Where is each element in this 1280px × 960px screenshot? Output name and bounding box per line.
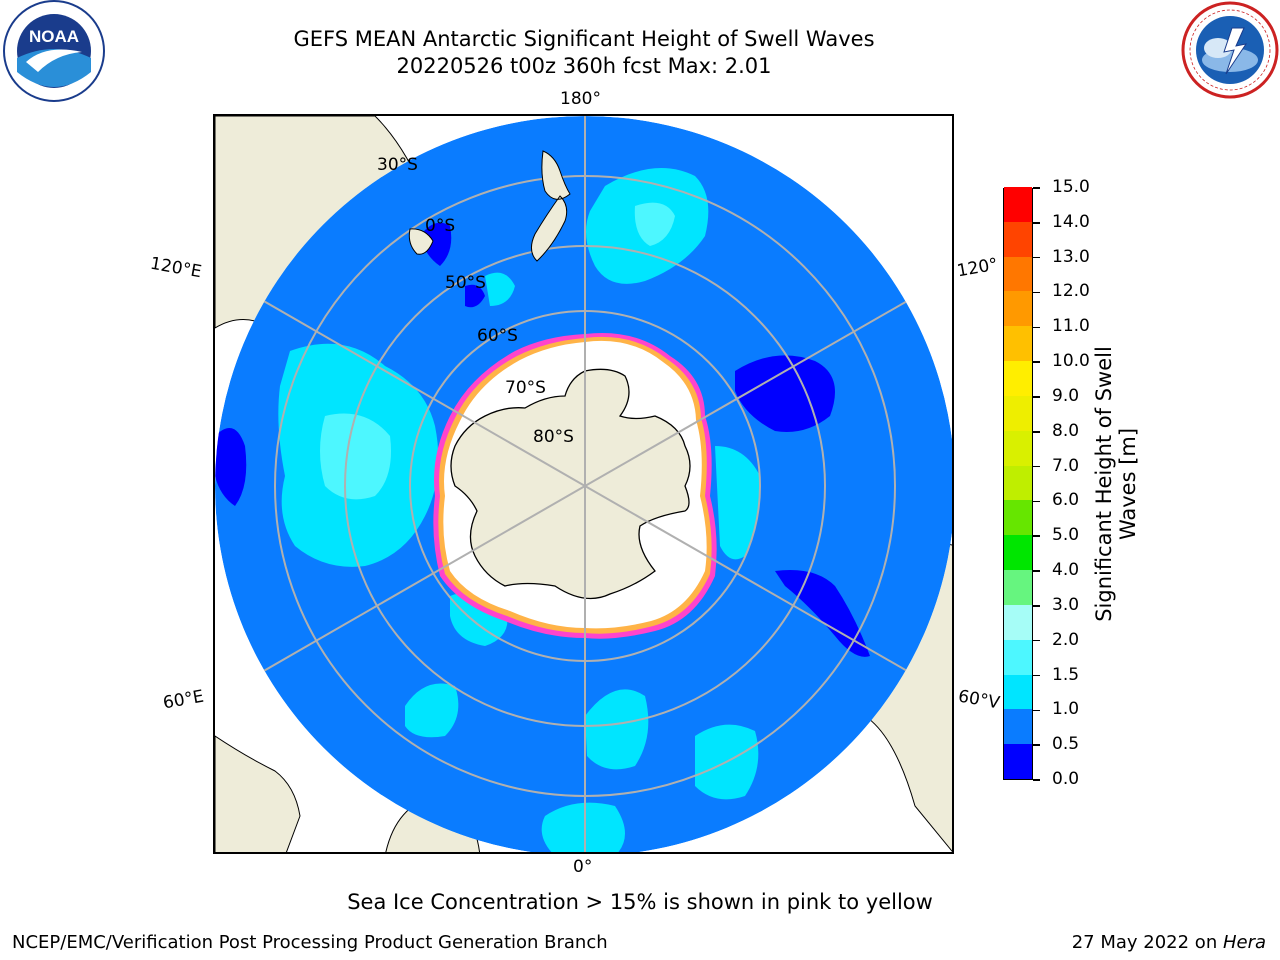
lon-label-120e: 120°E [148,253,204,283]
colorbar-tick-mark [1033,326,1040,329]
colorbar-tick-label: 11.0 [1052,316,1090,337]
colorbar-tick-label: 7.0 [1052,455,1080,476]
colorbar-tick-label: 10.0 [1052,351,1090,372]
colorbar-label-line1: Significant Height of Swell [1092,346,1116,622]
colorbar-tick-mark [1033,256,1040,259]
colorbar-tick-mark [1033,361,1040,363]
colorbar-bin [1004,290,1032,327]
colorbar-tick-mark [1033,187,1040,189]
colorbar-bin [1004,430,1032,466]
colorbar-tick-label: 5.0 [1052,525,1080,546]
colorbar-bin [1004,499,1032,536]
colorbar-tick-mark [1033,639,1040,642]
lon-label-60e: 60°E [161,686,206,714]
sea-ice-caption: Sea Ice Concentration > 15% is shown in … [347,890,933,914]
colorbar-tick-label: 13.0 [1052,246,1090,267]
colorbar-tick-label: 12.0 [1052,281,1090,302]
colorbar-bin [1004,534,1032,571]
colorbar-bin [1004,395,1032,431]
chart-subtitle: 20220526 t00z 360h fcst Max: 2.01 [396,54,772,78]
colorbar-bin [1004,569,1032,605]
map-canvas: 30°S 0°S 50°S 60°S 70°S 80°S [215,116,952,852]
footer-date: 27 May 2022 on Hera [1072,932,1266,953]
colorbar-tick-label: 15.0 [1052,177,1090,197]
lon-label-120w: 120° [955,254,1000,282]
lon-label-0: 0° [573,857,593,877]
colorbar-tick-label: 1.5 [1052,664,1080,685]
colorbar-bin [1004,674,1032,710]
lat-label-70s: 70°S [505,378,546,398]
colorbar-tick-label: 1.0 [1052,699,1080,720]
lat-label-40s: 0°S [425,216,455,236]
colorbar-tick-label: 0.5 [1052,734,1080,755]
colorbar-tick-label: 8.0 [1052,420,1080,441]
colorbar-tick-mark [1033,744,1040,746]
new-zealand [531,150,571,262]
antarctica [450,368,691,600]
colorbar-tick-mark [1033,674,1040,677]
colorbar-bin [1004,360,1032,396]
polar-map: 30°S 0°S 50°S 60°S 70°S 80°S [213,114,954,854]
colorbar-tick-mark [1033,605,1040,607]
colorbar-tick-mark [1033,570,1040,572]
colorbar-bin [1004,639,1032,675]
footer-date-text: 27 May 2022 on [1071,932,1223,953]
colorbar-bin [1004,708,1032,745]
chart-title: GEFS MEAN Antarctic Significant Height o… [293,27,875,51]
colorbar-tick-label: 0.0 [1052,769,1080,789]
lon-label-180: 180° [560,89,601,109]
svg-text:NOAA: NOAA [29,27,79,46]
colorbar-bin [1004,221,1032,257]
lat-label-60s: 60°S [477,326,518,346]
colorbar-bin [1004,743,1032,779]
lon-label-60w: 60°V [956,686,1002,714]
lat-label-80s: 80°S [533,427,574,447]
colorbar-tick-label: 2.0 [1052,629,1080,650]
colorbar-tick-mark [1033,535,1040,537]
colorbar-bin [1004,325,1032,362]
colorbar-bin [1004,256,1032,292]
tasmania [408,228,434,255]
lat-label-50s: 50°S [445,273,486,293]
nws-logo [1181,1,1279,99]
longitude-grid [215,116,952,852]
noaa-logo: NOAA [3,0,105,102]
colorbar-bin [1004,186,1032,222]
colorbar-bin [1004,465,1032,501]
colorbar-tick-label: 6.0 [1052,490,1080,511]
swell-light-cyan-regions [320,202,675,500]
colorbar-tick-mark [1033,779,1040,781]
colorbar-tick-label: 4.0 [1052,560,1080,581]
colorbar-tick-label: 3.0 [1052,594,1080,615]
footer-host: Hera [1222,932,1266,953]
colorbar-tick-mark [1033,291,1040,294]
colorbar-tick-mark [1033,396,1040,398]
colorbar-tick-mark [1033,465,1040,468]
footer-branch: NCEP/EMC/Verification Post Processing Pr… [12,932,608,953]
colorbar-bin [1004,604,1032,640]
colorbar [1003,186,1033,780]
colorbar-tick-mark [1033,709,1040,712]
colorbar-label-line2: Waves [m] [1116,427,1140,541]
lat-label-30s: 30°S [377,155,418,175]
colorbar-tick-label: 9.0 [1052,385,1080,406]
colorbar-tick-mark [1033,500,1040,503]
colorbar-tick-mark [1033,222,1040,224]
colorbar-label: Significant Height of Swell Waves [m] [1092,346,1140,622]
colorbar-tick-mark [1033,431,1040,433]
colorbar-tick-label: 14.0 [1052,211,1090,232]
